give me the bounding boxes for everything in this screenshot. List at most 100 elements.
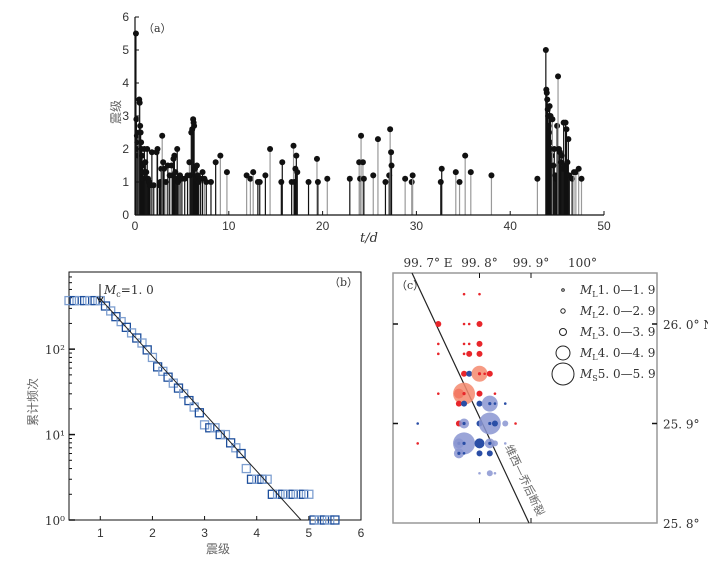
b-point [142, 345, 152, 355]
c-legend-label: ML3. 0—3. 9 [579, 325, 655, 341]
c-event-marker [476, 450, 483, 457]
b-point [220, 429, 231, 440]
c-event-marker [416, 422, 420, 425]
panel-a-stem-plot: 0 1 2 3 4 5 6 0 10 20 30 40 50 （a） 震级 t/d [109, 10, 611, 246]
c-x-tick-label: 99. 7° E [403, 256, 452, 270]
a-event-marker [171, 152, 178, 159]
c-event-marker [416, 442, 420, 445]
a-event-marker [544, 96, 551, 103]
a-event-marker [313, 155, 320, 162]
a-y-tick-label: 0 [122, 208, 129, 222]
b-point [236, 448, 246, 459]
c-event-marker [467, 322, 471, 326]
b-point [106, 306, 116, 316]
c-event-marker [437, 392, 440, 395]
c-event-marker [503, 442, 507, 445]
c-event-marker [435, 321, 442, 327]
c-event-marker [476, 350, 483, 357]
a-event-marker [267, 146, 274, 152]
b-point [309, 515, 319, 525]
b-point [74, 295, 85, 306]
b-point [85, 295, 95, 306]
c-legend: ML1. 0—1. 9 ML2. 0—2. 9 ML3. 0—3. 9 ML4. 0—… [551, 283, 656, 386]
c-event-marker [462, 342, 466, 346]
b-x-tick-label: 4 [253, 526, 260, 540]
b-point [278, 489, 288, 499]
a-event-marker [388, 149, 395, 156]
c-event-marker [466, 370, 473, 377]
b-point [325, 515, 335, 525]
c-event-marker [437, 352, 440, 356]
a-x-tick-label: 20 [316, 219, 330, 233]
a-event-marker [542, 47, 549, 53]
a-y-tick-label: 6 [122, 10, 129, 24]
b-x-tick-label: 3 [201, 526, 208, 540]
a-event-marker [562, 119, 569, 126]
a-y-axis-title: 震级 [109, 100, 123, 124]
b-x-tick-label: 5 [306, 526, 313, 540]
b-point [132, 333, 142, 343]
b-point [199, 420, 210, 430]
b-point [225, 438, 236, 448]
a-event-marker [359, 159, 366, 166]
b-point [173, 383, 184, 393]
a-y-tick-label: 4 [122, 76, 129, 90]
b-point [314, 515, 324, 525]
c-event-core [462, 392, 466, 396]
a-event-marker [565, 136, 572, 143]
a-event-marker [132, 30, 139, 37]
b-point [241, 463, 251, 474]
a-event-marker [143, 169, 150, 176]
b-point [116, 316, 126, 327]
b-point [246, 474, 257, 484]
a-event-marker [550, 162, 557, 169]
a-x-tick-label: 10 [222, 219, 236, 233]
c-event-core [477, 441, 482, 445]
c-y-tick-label: 25. 8° [663, 517, 700, 531]
b-mc-annotation: Mc=1. 0 [96, 283, 154, 303]
a-event-marker [462, 152, 469, 159]
a-event-marker [133, 116, 140, 123]
a-event-marker [358, 132, 365, 139]
a-event-marker [374, 136, 381, 143]
c-event-marker [461, 370, 468, 377]
c-event-marker [467, 342, 471, 346]
c-event-marker [493, 392, 497, 395]
a-event-marker [247, 175, 254, 182]
a-event-marker [578, 175, 585, 182]
b-point [288, 489, 298, 499]
a-event-marker [159, 132, 166, 139]
c-event-marker [491, 420, 498, 427]
b-point [111, 312, 121, 322]
a-axes: 0 1 2 3 4 5 6 0 10 20 30 40 50 [122, 10, 611, 233]
a-event-marker [467, 169, 474, 176]
b-point [293, 489, 304, 499]
c-legend-label: ML2. 0—2. 9 [579, 304, 655, 320]
c-event-core [488, 441, 492, 445]
c-event-marker [461, 400, 468, 407]
c-event-marker [486, 450, 493, 457]
b-point [147, 352, 158, 363]
b-point [179, 389, 189, 399]
a-event-marker [139, 152, 146, 159]
a-event-marker [387, 126, 394, 133]
panel-b-gr-plot: 1 2 3 4 5 6 10⁰ 10¹ 10² （b） Mc=1. 0 累计频次 震级 [26, 271, 365, 556]
a-event-marker [250, 169, 257, 176]
c-event-core [457, 451, 461, 455]
b-x-tick-label: 1 [97, 526, 104, 540]
a-event-marker [388, 162, 395, 169]
c-legend-label: ML4. 0—4. 9 [579, 346, 655, 362]
c-event-marker [478, 471, 481, 475]
c-event-marker [476, 400, 483, 407]
b-point [231, 443, 241, 453]
a-event-marker [279, 159, 286, 166]
a-event-marker [203, 179, 210, 185]
b-point [298, 489, 309, 499]
a-event-marker [549, 116, 556, 123]
a-event-marker [290, 142, 297, 149]
b-point [319, 515, 330, 525]
b-points [64, 295, 340, 525]
b-point [121, 322, 132, 332]
c-legend-symbol [555, 345, 571, 361]
